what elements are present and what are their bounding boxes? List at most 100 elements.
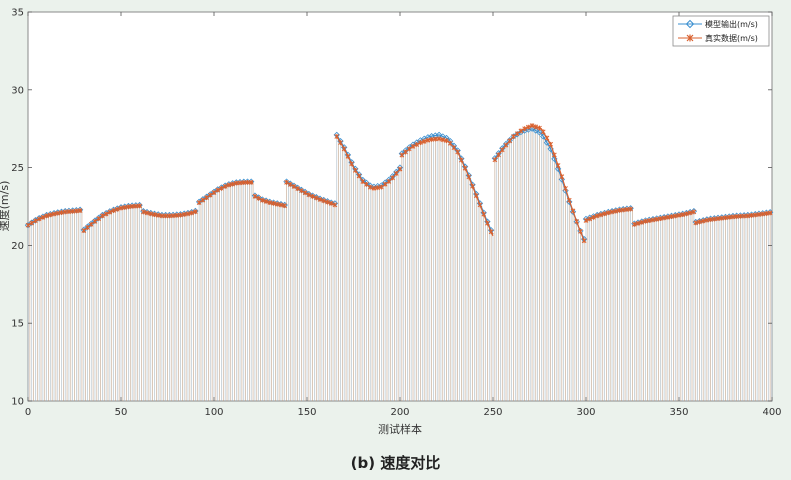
legend-label-model: 模型输出(m/s): [705, 19, 758, 29]
star-marker: [302, 190, 308, 196]
star-marker: [353, 168, 358, 173]
star-marker: [185, 211, 191, 217]
y-tick-label: 20: [11, 241, 24, 252]
star-marker: [367, 184, 373, 190]
y-tick-label: 25: [11, 163, 24, 174]
star-marker: [33, 218, 38, 224]
star-marker: [511, 134, 516, 139]
star-marker: [321, 198, 327, 204]
star-marker: [676, 212, 682, 218]
star-marker: [403, 149, 408, 155]
star-marker: [313, 195, 319, 201]
x-axis-label: 测试样本: [378, 422, 422, 436]
star-marker: [364, 182, 369, 187]
star-marker: [752, 212, 758, 218]
star-marker: [654, 216, 660, 222]
star-marker: [390, 175, 395, 181]
star-marker: [310, 193, 315, 199]
star-marker: [697, 219, 702, 225]
x-tick-label: 300: [576, 407, 595, 418]
star-marker: [107, 209, 113, 215]
star-marker: [745, 213, 751, 219]
star-marker: [477, 202, 483, 208]
star-marker: [544, 135, 550, 141]
star-marker: [349, 161, 354, 167]
star-marker: [661, 215, 667, 221]
star-marker: [741, 213, 747, 219]
star-marker: [207, 192, 213, 198]
star-marker: [570, 208, 576, 214]
star-marker: [684, 211, 689, 217]
star-marker: [263, 199, 269, 204]
star-marker: [55, 210, 61, 216]
star-marker: [680, 212, 686, 218]
star-marker: [620, 207, 626, 213]
star-marker: [574, 219, 580, 224]
star-marker: [594, 213, 600, 219]
star-marker: [245, 179, 250, 185]
star-marker: [734, 214, 740, 219]
star-marker: [700, 218, 706, 224]
series-layer: [24, 123, 774, 244]
star-marker: [88, 221, 94, 227]
star-marker: [118, 205, 124, 211]
star-marker: [473, 193, 479, 199]
star-marker: [738, 213, 743, 219]
star-marker: [691, 209, 697, 215]
star-marker: [100, 213, 105, 219]
star-marker: [59, 210, 64, 215]
star-marker: [525, 124, 531, 130]
axes: 0 50 100 150 200 250 300 350 400 10 15 20 25 30 35: [11, 8, 781, 419]
star-marker: [559, 174, 565, 180]
star-marker: [133, 203, 139, 209]
star-marker: [496, 152, 501, 158]
star-marker: [555, 163, 561, 168]
star-marker: [414, 142, 420, 147]
star-marker: [488, 229, 494, 235]
star-marker: [211, 190, 217, 196]
star-marker: [155, 212, 161, 218]
star-marker: [295, 186, 301, 192]
star-marker: [447, 140, 453, 146]
star-marker: [74, 208, 79, 214]
star-marker: [345, 153, 351, 159]
star-marker: [360, 179, 366, 185]
diamond-marker: [554, 165, 562, 173]
star-marker: [459, 157, 464, 163]
star-marker: [103, 211, 109, 217]
star-marker: [591, 214, 596, 220]
star-marker: [122, 205, 128, 210]
legend-label-real: 真实数据(m/s): [705, 33, 758, 43]
star-marker: [44, 213, 49, 219]
star-marker: [379, 184, 384, 190]
star-marker: [650, 217, 656, 223]
star-marker: [518, 128, 524, 134]
star-marker: [222, 184, 228, 189]
star-marker: [578, 228, 583, 234]
star-marker: [581, 238, 587, 244]
star-marker: [548, 141, 554, 147]
star-marker: [764, 211, 769, 216]
star-marker: [708, 217, 713, 222]
star-marker: [643, 218, 648, 224]
star-marker: [189, 210, 195, 216]
star-marker: [226, 182, 232, 188]
star-marker: [399, 152, 405, 158]
star-marker: [760, 211, 766, 217]
x-tick-label: 150: [297, 407, 316, 418]
star-marker: [617, 207, 622, 213]
star-marker: [605, 210, 611, 216]
x-tick-label: 250: [483, 407, 502, 418]
star-marker: [514, 131, 520, 137]
figure-caption: (b) 速度对比: [350, 454, 441, 472]
star-marker: [29, 220, 35, 226]
star-marker: [144, 210, 150, 216]
x-tick-label: 350: [669, 407, 688, 418]
star-marker: [114, 206, 120, 212]
star-marker: [583, 218, 589, 223]
star-marker: [306, 192, 312, 198]
star-marker: [271, 200, 276, 206]
star-marker: [632, 221, 637, 227]
star-marker: [126, 204, 131, 210]
